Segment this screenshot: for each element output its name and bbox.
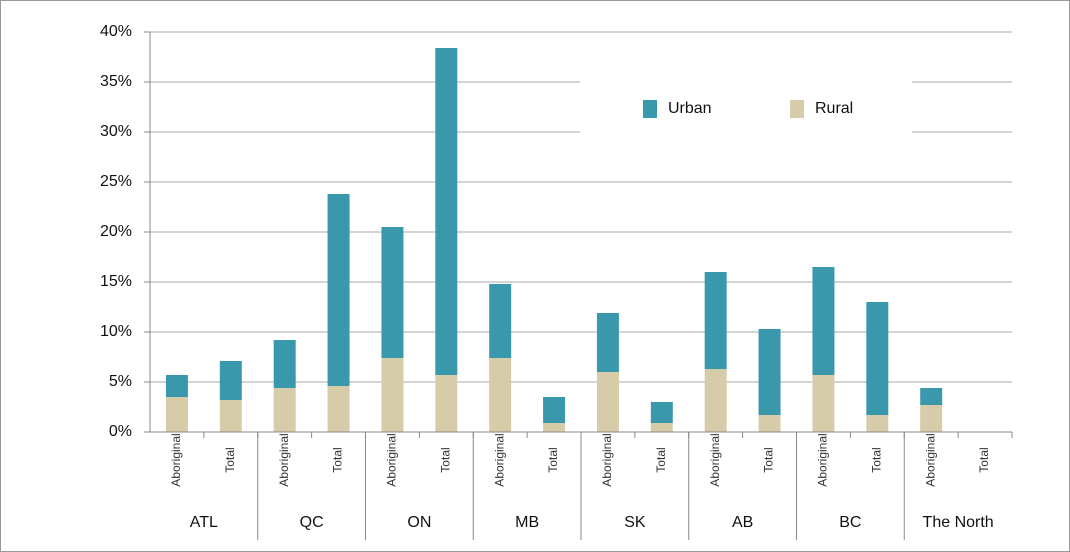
x-tick-label: Total — [762, 447, 776, 472]
x-tick-label: Aboriginal — [169, 433, 183, 486]
bar-segment — [219, 361, 242, 400]
bar-segment — [920, 405, 943, 432]
bar-segment — [812, 375, 835, 432]
legend-swatch — [790, 100, 804, 118]
bar-segment — [543, 423, 566, 432]
bar-segment — [866, 302, 889, 415]
x-tick-label: Aboriginal — [600, 433, 614, 486]
y-tick-label: 40% — [100, 23, 132, 40]
x-tick-label: Aboriginal — [816, 433, 830, 486]
legend-swatch — [643, 100, 657, 118]
group-label: ON — [407, 514, 431, 531]
y-tick-label: 5% — [109, 373, 132, 390]
group-label: SK — [624, 514, 646, 531]
y-tick-label: 35% — [100, 73, 132, 90]
x-tick-label: Total — [331, 447, 345, 472]
bar-segment — [704, 369, 727, 432]
bar-segment — [219, 400, 242, 432]
y-tick-label: 30% — [100, 123, 132, 140]
bar-segment — [273, 340, 296, 388]
x-tick-label: Total — [869, 447, 883, 472]
bar-segment — [165, 375, 188, 397]
x-tick-label: Total — [977, 447, 991, 472]
x-tick-label: Total — [223, 447, 237, 472]
bar-segment — [327, 194, 350, 386]
x-tick-label: Aboriginal — [277, 433, 291, 486]
bar-segment — [327, 386, 350, 432]
legend-label: Rural — [815, 100, 853, 117]
bar-segment — [273, 388, 296, 432]
y-tick-label: 15% — [100, 273, 132, 290]
bar-segment — [435, 375, 458, 432]
bar-segment — [866, 415, 889, 432]
bar-segment — [543, 397, 566, 423]
bar-segment — [489, 358, 512, 432]
y-tick-label: 10% — [100, 323, 132, 340]
x-tick-label: Aboriginal — [923, 433, 937, 486]
bar-segment — [596, 313, 619, 372]
group-label: MB — [515, 514, 539, 531]
bar-segment — [650, 402, 673, 423]
x-tick-label: Aboriginal — [385, 433, 399, 486]
bar-segment — [489, 284, 512, 358]
bar-segment — [650, 423, 673, 432]
bar-segment — [704, 272, 727, 369]
x-tick-label: Total — [546, 447, 560, 472]
bar-segment — [920, 388, 943, 405]
legend-label: Urban — [668, 100, 712, 117]
bar-segment — [758, 329, 781, 415]
x-tick-label: Total — [438, 447, 452, 472]
bar-segment — [812, 267, 835, 375]
x-tick-label: Total — [654, 447, 668, 472]
bar-segment — [596, 372, 619, 432]
x-tick-label: Aboriginal — [492, 433, 506, 486]
bar-segment — [381, 358, 404, 432]
group-label: AB — [732, 514, 753, 531]
group-label: ATL — [190, 514, 218, 531]
group-label: The North — [923, 514, 994, 531]
y-tick-label: 25% — [100, 173, 132, 190]
bar-segment — [435, 48, 458, 375]
group-label: BC — [839, 514, 861, 531]
bar-segment — [165, 397, 188, 432]
group-label: QC — [300, 514, 324, 531]
bar-segment — [381, 227, 404, 358]
bar-segment — [758, 415, 781, 432]
x-tick-label: Aboriginal — [708, 433, 722, 486]
legend-box — [580, 68, 912, 152]
y-tick-label: 0% — [109, 423, 132, 440]
y-tick-label: 20% — [100, 223, 132, 240]
